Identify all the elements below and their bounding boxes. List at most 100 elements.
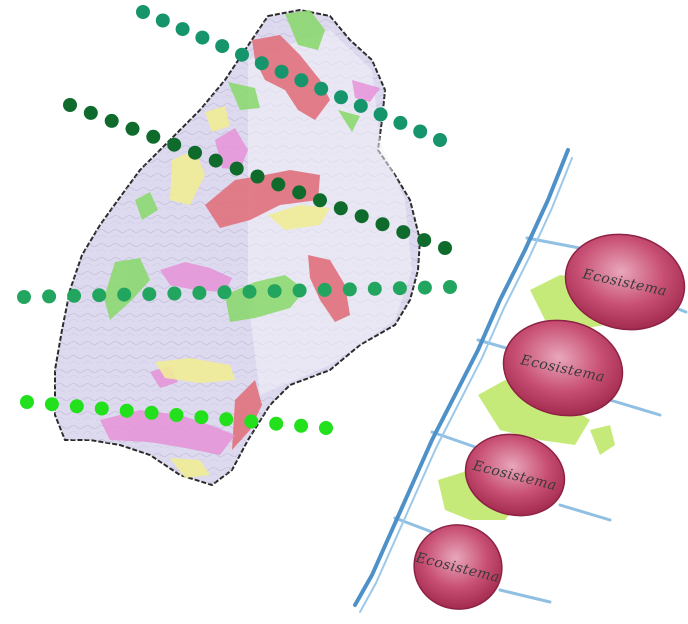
green-patch (228, 82, 260, 110)
corridor-line-3 (17, 280, 457, 304)
branch-3 (430, 430, 480, 450)
yellow-patches (155, 106, 330, 478)
corridor-dot (443, 280, 457, 294)
pink-patch (100, 410, 235, 455)
map-light-zone (248, 30, 412, 395)
foliage-cluster (590, 425, 615, 455)
corridor-dot (373, 107, 388, 122)
branch-2-tail (608, 398, 662, 417)
ecosystem-node-icon (464, 433, 566, 517)
corridor-dot (438, 241, 452, 255)
corridor-dot (63, 98, 77, 112)
corridor-dot (44, 397, 59, 412)
corridor-dot (67, 288, 82, 303)
corridor-dot (393, 115, 408, 130)
ecosystem-node-icon (413, 524, 503, 610)
trunk-highlight (359, 157, 573, 613)
corridor-dot (20, 395, 34, 409)
corridor-dot (167, 137, 182, 152)
corridor-dot (396, 225, 411, 240)
red-patch (232, 380, 262, 450)
corridor-dot (292, 283, 307, 298)
corridor-dot (367, 281, 382, 296)
corridor-dot (92, 288, 107, 303)
corridor-line-4 (20, 395, 333, 435)
branch-3-tail (558, 503, 612, 522)
corridor-dot (83, 105, 98, 120)
corridor-dot (294, 418, 309, 433)
ecosystem-node-3: Ecosistema (464, 433, 566, 517)
corridor-dot (269, 416, 284, 431)
corridor-dot (353, 98, 368, 113)
corridor-dot (192, 285, 207, 300)
corridor-lines (17, 5, 457, 435)
corridor-dot (194, 410, 209, 425)
corridor-dot (69, 399, 84, 414)
corridor-dot (215, 39, 230, 54)
corridor-dot (319, 421, 333, 435)
corridor-dot (271, 177, 286, 192)
yellow-patch (155, 358, 235, 383)
corridor-dot (195, 30, 210, 45)
corridor-dot (417, 280, 432, 295)
corridor-dot (175, 22, 190, 37)
corridor-dot (417, 233, 432, 248)
trunk (353, 148, 570, 607)
corridor-dot (119, 403, 134, 418)
corridor-dot (167, 286, 182, 301)
corridor-dot (242, 284, 257, 299)
ecosystem-node-1: Ecosistema (564, 233, 686, 331)
green-patch (135, 192, 158, 220)
red-patch (205, 170, 320, 228)
corridor-dot (155, 13, 170, 28)
corridor-dot (136, 5, 150, 19)
corridor-dot (169, 408, 184, 422)
territory-map (54, 8, 422, 487)
corridor-dot (117, 287, 132, 302)
ecosystem-node-2: Ecosistema (502, 319, 624, 417)
ecosystem-node-icon (502, 319, 624, 417)
corridor-dot (125, 121, 140, 136)
corridor-dot (17, 290, 31, 304)
corridor-dot (342, 282, 357, 297)
corridor-dot (267, 284, 282, 299)
corridor-dot (235, 47, 249, 62)
corridor-dot (254, 56, 269, 71)
corridor-dot (274, 64, 289, 79)
pink-patch (352, 80, 380, 102)
corridor-dot (219, 412, 234, 427)
corridor-dot (317, 282, 332, 297)
corridor-dot (144, 405, 159, 420)
corridor-dot (392, 281, 407, 296)
green-patch (285, 10, 325, 50)
corridor-dot (292, 185, 307, 200)
branch-4-tail (498, 588, 552, 604)
corridor-line-1 (136, 5, 447, 147)
red-patch (252, 35, 330, 120)
yellow-patch (170, 458, 210, 478)
corridor-dot (142, 287, 157, 302)
ecosystem-network: Ecosistema Ecosistema Ecosistema Ecosist… (353, 148, 688, 613)
ecosystem-node-icon (564, 233, 686, 331)
corridor-dot (104, 113, 119, 128)
corridor-dot (244, 414, 259, 429)
corridor-dot (146, 129, 161, 144)
corridor-dot (217, 285, 232, 300)
corridor-dot (313, 193, 327, 208)
corridor-dot (334, 90, 348, 105)
green-patch (338, 110, 360, 132)
foliage-cluster (478, 380, 590, 445)
corridor-dot (333, 201, 348, 216)
corridor-dot (229, 161, 244, 176)
pink-patch (160, 262, 232, 292)
pink-patch (215, 128, 248, 170)
yellow-patch (268, 205, 330, 230)
pink-patches (100, 80, 380, 455)
corridor-dot (188, 145, 202, 160)
corridor-dot (294, 73, 309, 88)
corridor-dot (250, 169, 265, 184)
corridor-dot (375, 217, 390, 232)
corridor-dot (354, 209, 369, 224)
